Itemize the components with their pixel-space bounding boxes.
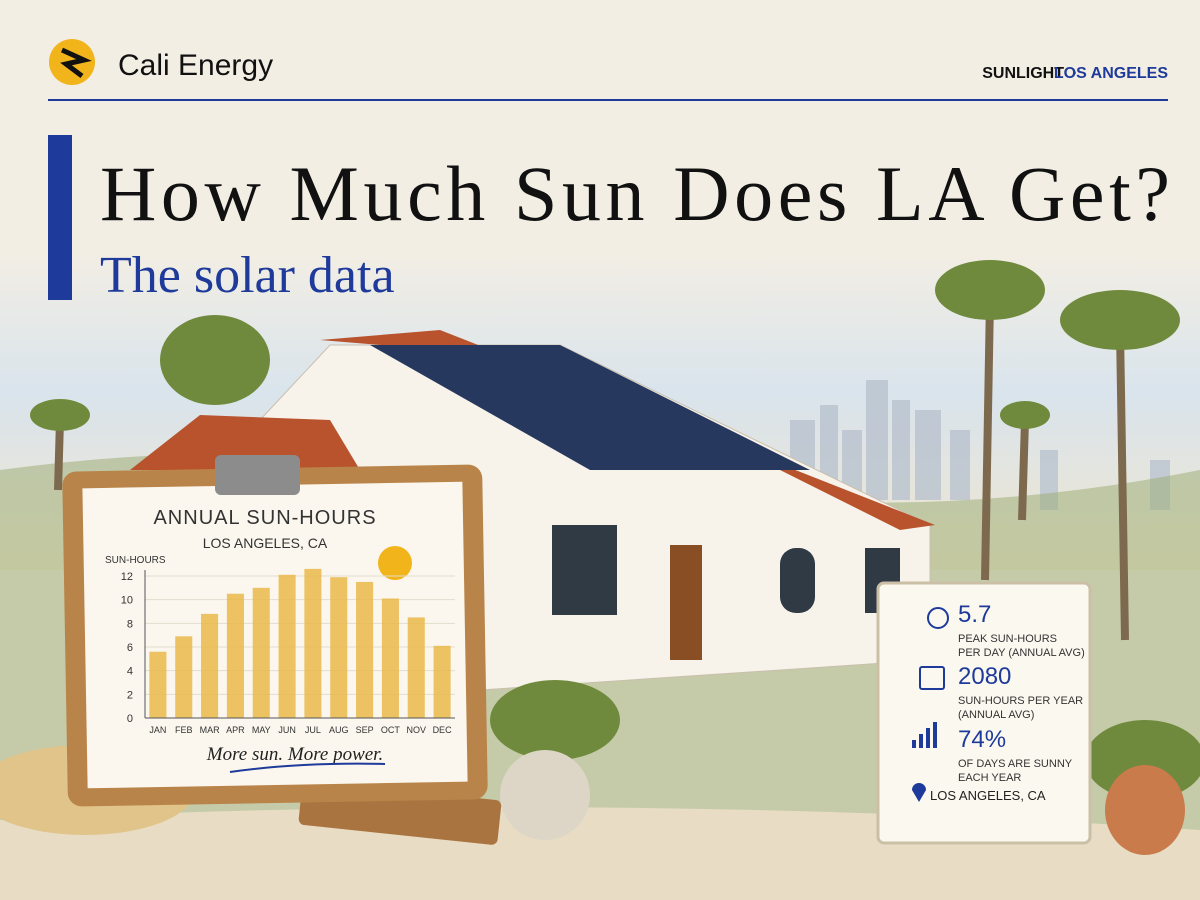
bar xyxy=(278,574,296,718)
y-tick-label: 8 xyxy=(127,618,133,630)
chart-caption: More sun. More power. xyxy=(206,744,383,765)
bar xyxy=(149,651,167,718)
section: SUNLIGHT xyxy=(982,65,1064,82)
stat-note: PER DAY (ANNUAL AVG) xyxy=(958,647,1085,659)
y-tick-label: 6 xyxy=(127,642,133,654)
bar xyxy=(201,613,219,718)
stats-card xyxy=(876,581,1092,845)
subtitle: The solar data xyxy=(100,247,395,304)
bar xyxy=(226,593,244,718)
stat-label: OF DAYS ARE SUNNY xyxy=(958,758,1073,770)
y-tick-label: 4 xyxy=(127,666,133,678)
caption-underline xyxy=(229,762,386,773)
x-tick-label: FEB xyxy=(175,725,193,735)
location: LOS ANGELES xyxy=(1054,65,1168,82)
x-tick-label: AUG xyxy=(329,725,349,735)
x-tick-label: MAR xyxy=(200,725,221,735)
x-tick-label: APR xyxy=(226,725,245,735)
logo-bolt xyxy=(60,47,92,78)
stats-location: LOS ANGELES, CA xyxy=(930,788,1046,803)
brand: Cali Energy xyxy=(118,49,273,82)
x-tick-label: JUN xyxy=(278,725,296,735)
stat-value: 74% xyxy=(958,726,1006,753)
stat-label: PEAK SUN-HOURS xyxy=(958,633,1057,645)
y-tick-label: 12 xyxy=(121,571,133,583)
chart-title: ANNUAL SUN-HOURS xyxy=(153,507,376,529)
stat-value: 2080 xyxy=(958,663,1011,690)
y-tick-label: 2 xyxy=(127,689,133,701)
bar xyxy=(407,617,425,718)
x-tick-label: JAN xyxy=(149,725,166,735)
palms xyxy=(54,299,1129,641)
bar xyxy=(433,645,451,718)
sun-icon xyxy=(378,546,412,580)
y-tick-label: 0 xyxy=(127,713,133,725)
title: How Much Sun Does LA Get? xyxy=(100,150,1170,237)
title-bar xyxy=(48,135,72,300)
chart-subtitle: LOS ANGELES, CA xyxy=(203,535,328,551)
x-tick-label: NOV xyxy=(406,725,426,735)
bar xyxy=(252,587,270,718)
stat-note: EACH YEAR xyxy=(958,772,1021,784)
x-tick-label: DEC xyxy=(433,725,453,735)
palm-leaves xyxy=(30,260,1200,800)
x-tick-label: JUL xyxy=(305,725,321,735)
stat-value: 5.7 xyxy=(958,601,991,628)
bar xyxy=(330,577,348,718)
x-tick-label: MAY xyxy=(252,725,271,735)
pot xyxy=(1105,765,1185,855)
bar xyxy=(356,581,374,718)
stat-label: SUN-HOURS PER YEAR xyxy=(958,695,1083,707)
x-tick-label: OCT xyxy=(381,725,401,735)
y-tick-label: 10 xyxy=(121,595,133,607)
y-axis-label: SUN-HOURS xyxy=(105,555,166,566)
separator: · xyxy=(1072,65,1077,82)
bar xyxy=(175,636,193,718)
stat-note: (ANNUAL AVG) xyxy=(958,709,1034,721)
pot xyxy=(500,750,590,840)
x-tick-label: SEP xyxy=(356,725,374,735)
bar xyxy=(304,568,322,718)
bar xyxy=(381,598,399,718)
